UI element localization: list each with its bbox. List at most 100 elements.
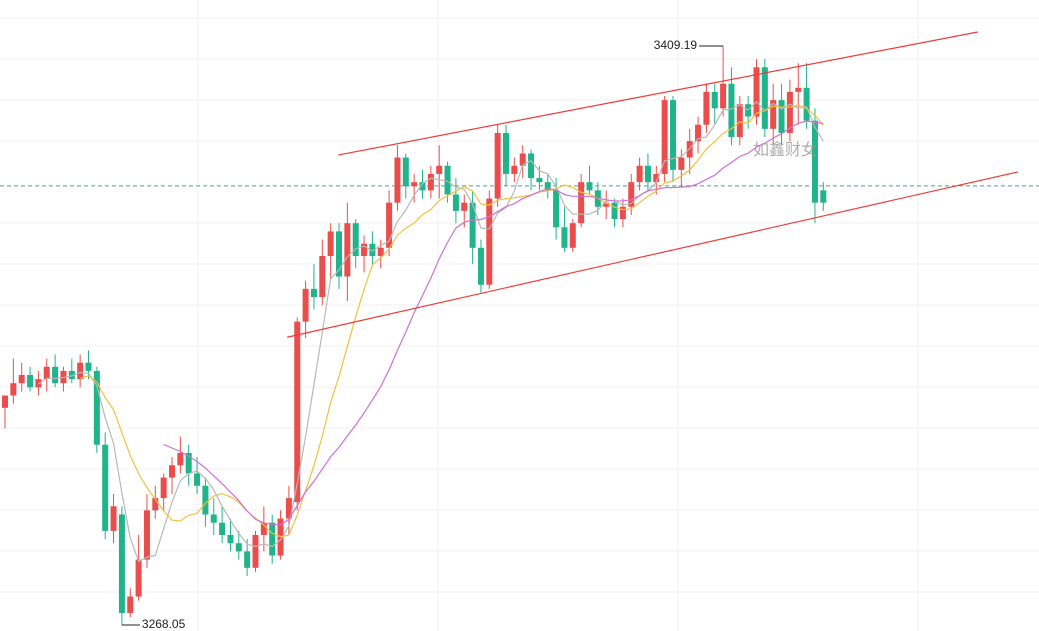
candle-body: [477, 247, 484, 285]
candle-body: [77, 362, 84, 380]
candle-body: [803, 87, 810, 121]
candle-body: [728, 83, 735, 138]
candle-body: [402, 157, 409, 187]
candle-body: [770, 100, 777, 129]
candle-body: [753, 67, 760, 117]
low-label: 3268.05: [142, 617, 186, 631]
candle-body: [461, 202, 468, 211]
candle-body: [135, 559, 142, 597]
candle-body: [319, 256, 326, 298]
candle-body: [795, 87, 802, 92]
candle-body: [711, 91, 718, 109]
candle-body: [302, 288, 309, 322]
candle-body: [411, 182, 418, 187]
candle-body: [586, 182, 593, 191]
candle-body: [761, 67, 768, 129]
candle-body: [52, 366, 59, 384]
candle-body: [177, 452, 184, 466]
watermark: 如鑫财女: [753, 140, 817, 159]
candle-body: [720, 83, 727, 109]
candle-body: [611, 202, 618, 220]
candle-body: [661, 100, 668, 174]
candle-body: [2, 395, 8, 408]
candle-body: [252, 534, 259, 568]
candle-body: [528, 153, 535, 179]
trendline: [338, 31, 978, 156]
candle-body: [152, 498, 159, 511]
candle-body: [778, 100, 785, 133]
candle-body: [210, 514, 217, 523]
candle-body: [469, 202, 476, 248]
candle-body: [93, 370, 100, 445]
candle-body: [636, 165, 643, 183]
candle-body: [260, 522, 267, 535]
candle-body: [352, 223, 359, 257]
candle-body: [202, 485, 209, 515]
candle-body: [486, 198, 493, 285]
candle-body: [35, 379, 42, 388]
candle-body: [628, 182, 635, 207]
candle-body: [294, 321, 301, 503]
candle-body: [670, 100, 676, 170]
candle-body: [68, 370, 75, 380]
candle-body: [377, 247, 384, 257]
candle-body: [10, 383, 17, 396]
candle-body: [235, 543, 242, 552]
candle-body: [18, 374, 25, 384]
trendline: [287, 171, 1018, 338]
candle-body: [436, 165, 443, 174]
candle-body: [603, 202, 610, 207]
candle-body: [544, 182, 551, 191]
candle-body: [561, 227, 568, 248]
moving-average: [38, 100, 824, 563]
candle-body: [285, 498, 292, 519]
candle-body: [344, 223, 351, 277]
candle-body: [102, 444, 109, 531]
candle-body: [127, 596, 134, 613]
candle-body: [519, 153, 526, 166]
candle-body: [160, 477, 167, 499]
candle-body: [169, 465, 175, 478]
candle-body: [386, 202, 393, 248]
candle-body: [494, 132, 501, 199]
candle-body: [361, 243, 368, 257]
candle-body: [511, 165, 518, 174]
candle-body: [653, 173, 660, 183]
candle-body: [394, 157, 401, 203]
candle-body: [110, 506, 117, 531]
candle-body: [703, 91, 710, 125]
candle-body: [43, 366, 50, 380]
candle-body: [444, 165, 451, 195]
candle-body: [336, 231, 342, 277]
candle-body: [327, 231, 334, 257]
candle-body: [644, 165, 651, 183]
candle-body: [219, 522, 226, 535]
candle-body: [419, 182, 426, 191]
moving-average: [163, 120, 824, 526]
candle-body: [185, 452, 192, 474]
candle-body: [569, 223, 576, 248]
candle-body: [118, 514, 125, 613]
candle-body: [310, 288, 317, 298]
candle-body: [269, 522, 276, 556]
candle-body: [553, 190, 560, 228]
candle-body: [369, 243, 376, 257]
candle-body: [427, 173, 434, 191]
candle-body: [143, 510, 150, 560]
candle-body: [820, 190, 827, 203]
candle-body: [578, 182, 585, 224]
candle-body: [452, 194, 459, 211]
candle-body: [503, 132, 509, 174]
candle-body: [27, 374, 34, 388]
candle-body: [85, 362, 92, 371]
candle-body: [786, 91, 793, 133]
high-label: 3409.19: [654, 38, 698, 52]
candle-body: [678, 157, 685, 170]
candle-body: [811, 120, 818, 203]
candle-body: [244, 551, 251, 568]
candle-body: [194, 473, 201, 486]
candle-body: [695, 124, 702, 142]
